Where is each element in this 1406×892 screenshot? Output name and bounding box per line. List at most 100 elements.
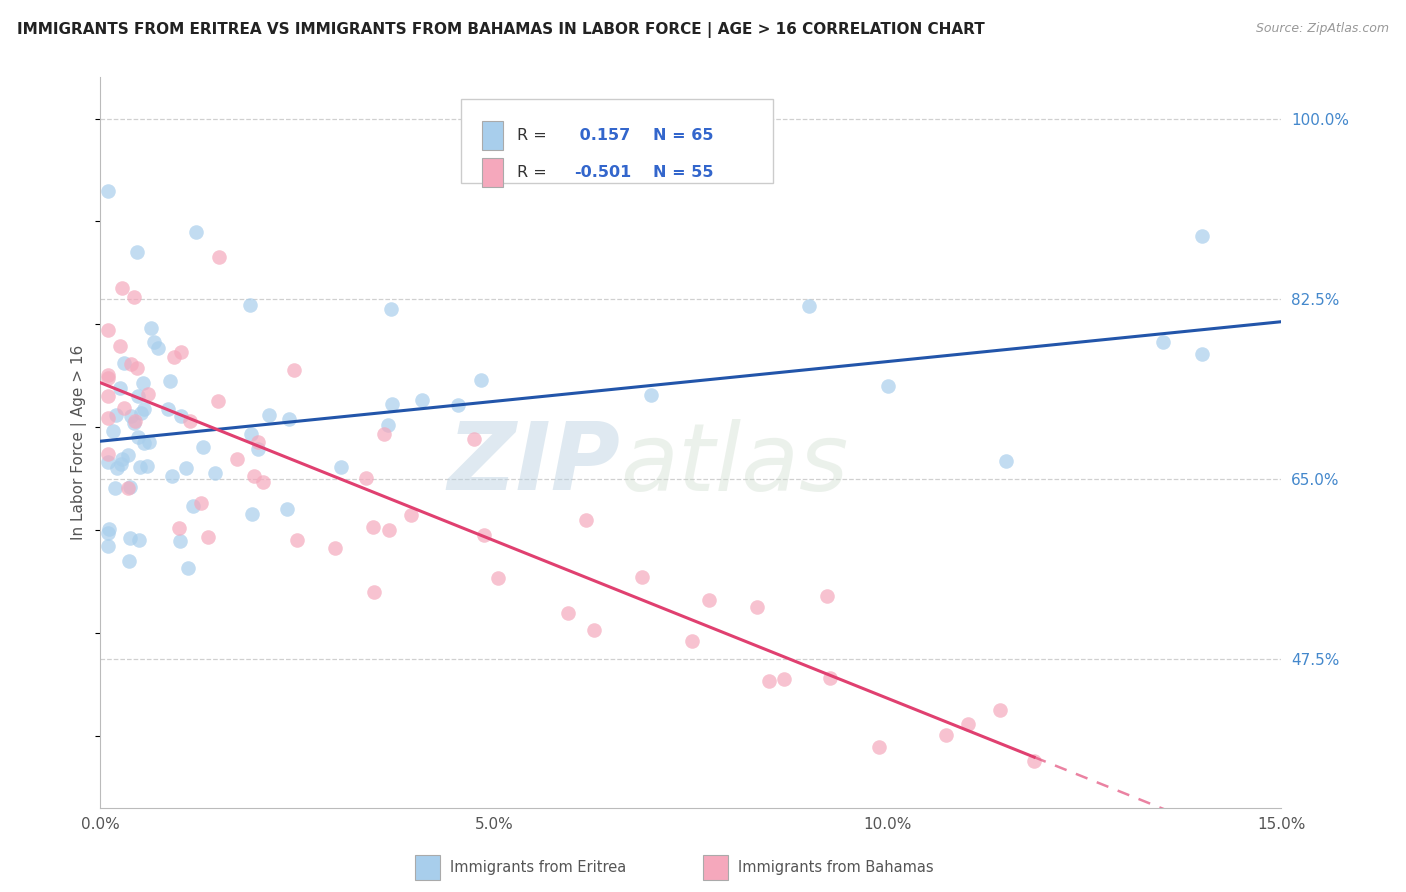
Point (197, 531, 219, 545)
Text: ZIP: ZIP (447, 418, 620, 510)
Text: 0.157: 0.157 (574, 128, 630, 144)
Text: -0.501: -0.501 (574, 165, 631, 180)
Point (278, 412, 301, 426)
Point (132, 402, 155, 417)
Point (117, 481, 139, 495)
Point (118, 531, 141, 545)
Point (935, 728, 957, 742)
Point (758, 674, 780, 689)
Point (190, 495, 212, 509)
Point (204, 466, 226, 480)
Point (112, 401, 135, 415)
Point (246, 434, 269, 449)
Point (97, 410, 120, 425)
Point (181, 499, 204, 513)
Point (583, 624, 606, 638)
Point (363, 520, 385, 534)
Point (179, 414, 201, 428)
Point (380, 302, 402, 317)
Point (125, 245, 148, 260)
Point (127, 389, 149, 403)
Point (207, 393, 229, 408)
Point (128, 533, 150, 548)
Text: R =: R = (517, 165, 547, 180)
Text: Source: ZipAtlas.com: Source: ZipAtlas.com (1256, 22, 1389, 36)
Point (159, 374, 181, 388)
Point (129, 460, 152, 475)
Point (208, 251, 231, 265)
Y-axis label: In Labor Force | Age > 16: In Labor Force | Age > 16 (72, 345, 87, 541)
Point (139, 320, 162, 334)
Point (557, 606, 579, 620)
Point (112, 355, 135, 369)
Text: atlas: atlas (620, 419, 848, 510)
FancyBboxPatch shape (482, 121, 503, 151)
Point (252, 475, 274, 489)
Point (97, 526, 120, 541)
Text: IMMIGRANTS FROM ERITREA VS IMMIGRANTS FROM BAHAMAS IN LABOR FORCE | AGE > 16 COR: IMMIGRANTS FROM ERITREA VS IMMIGRANTS FR… (17, 22, 984, 38)
Point (163, 350, 186, 364)
Point (97, 323, 120, 337)
Point (148, 341, 170, 355)
Point (381, 397, 404, 411)
Point (104, 408, 127, 422)
Point (124, 414, 146, 428)
Point (745, 599, 768, 614)
Point (226, 452, 249, 467)
Point (177, 561, 200, 575)
Point (138, 435, 160, 450)
Point (773, 672, 796, 686)
Point (129, 406, 152, 420)
Point (1191, 229, 1213, 244)
Point (1022, 754, 1045, 768)
Point (111, 452, 134, 467)
Point (285, 533, 308, 547)
Point (474, 528, 496, 542)
Point (127, 361, 149, 376)
Point (97, 455, 120, 469)
Point (97, 368, 120, 383)
Point (120, 409, 142, 423)
Point (797, 299, 820, 313)
Point (283, 363, 305, 377)
Point (463, 432, 485, 446)
Point (170, 409, 193, 424)
FancyBboxPatch shape (482, 158, 503, 187)
Point (97, 447, 120, 461)
Point (377, 418, 399, 433)
Point (363, 585, 385, 599)
Point (117, 448, 139, 462)
Point (105, 461, 128, 475)
Point (122, 416, 145, 430)
Point (118, 554, 141, 568)
Point (486, 571, 509, 585)
Point (170, 345, 193, 359)
Point (132, 376, 155, 390)
Point (1191, 347, 1213, 361)
Point (240, 427, 263, 442)
Point (101, 424, 124, 438)
Point (156, 401, 179, 416)
Point (127, 430, 149, 444)
Point (242, 469, 264, 483)
Point (111, 281, 134, 295)
Point (118, 480, 141, 494)
Point (167, 521, 190, 535)
Point (108, 339, 131, 353)
Point (377, 523, 399, 537)
Point (470, 372, 492, 386)
Point (169, 534, 191, 549)
Point (257, 408, 280, 422)
Point (994, 454, 1017, 468)
Point (98, 522, 121, 536)
Point (97, 389, 120, 403)
Point (239, 298, 262, 312)
Point (240, 507, 263, 521)
Point (122, 290, 145, 304)
Point (97, 184, 120, 198)
Point (640, 388, 662, 402)
Point (136, 458, 159, 473)
Point (276, 502, 298, 516)
Text: Immigrants from Eritrea: Immigrants from Eritrea (450, 860, 626, 874)
Point (247, 442, 270, 456)
